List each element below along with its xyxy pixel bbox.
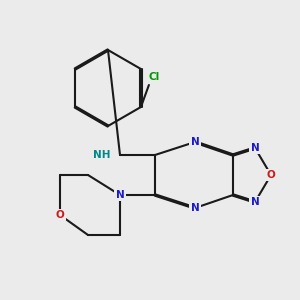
Text: N: N (190, 203, 200, 213)
Text: NH: NH (92, 150, 110, 160)
Text: N: N (116, 190, 124, 200)
Text: N: N (190, 137, 200, 147)
Text: O: O (56, 210, 64, 220)
Text: N: N (250, 143, 260, 153)
Text: Cl: Cl (148, 72, 160, 82)
Text: N: N (250, 197, 260, 207)
Text: O: O (267, 170, 275, 180)
